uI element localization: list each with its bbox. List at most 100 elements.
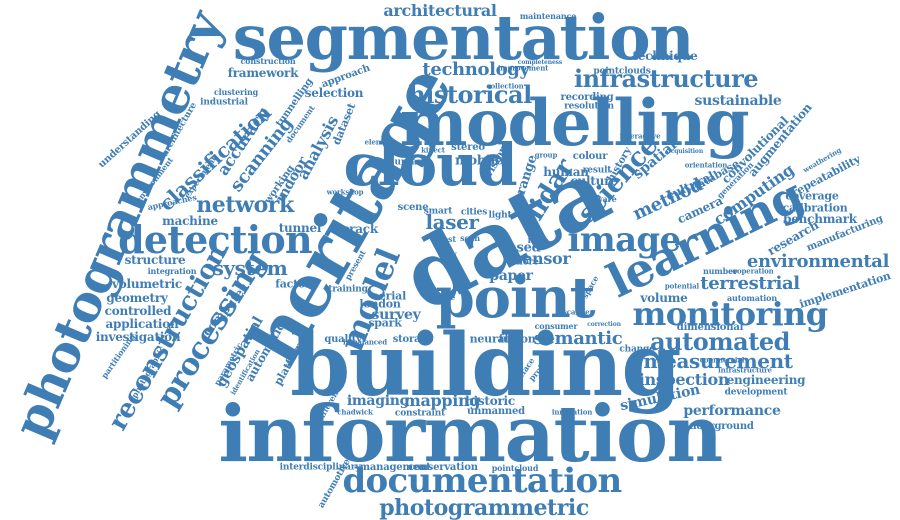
- word: maintenance: [519, 11, 577, 21]
- word: result: [582, 165, 612, 176]
- word: correction: [587, 321, 621, 328]
- word: improvement: [497, 63, 549, 73]
- word: cooperation: [728, 266, 774, 276]
- word: environmental: [746, 251, 890, 272]
- word: coverage: [785, 189, 839, 203]
- word: imbalanced: [343, 337, 387, 347]
- word: order: [388, 148, 416, 159]
- word: image: [567, 220, 682, 260]
- word: management: [359, 462, 431, 473]
- word: neural: [469, 332, 509, 346]
- word: monitoring: [632, 295, 828, 333]
- word: training: [328, 284, 368, 295]
- word: storage: [392, 334, 434, 345]
- word: machine: [162, 214, 218, 228]
- word: sustainable: [694, 93, 782, 109]
- word: workshop: [326, 187, 364, 197]
- word: change: [619, 344, 655, 355]
- word: collection: [486, 81, 524, 91]
- word: mapping: [403, 391, 481, 410]
- word: volume: [640, 291, 688, 305]
- word: potential: [664, 281, 700, 291]
- word: documentation: [342, 461, 622, 501]
- word: urban: [394, 157, 424, 168]
- word: segmentation: [232, 1, 695, 74]
- word: completeness: [517, 59, 563, 66]
- word: issue: [432, 292, 456, 302]
- word: number: [702, 266, 738, 276]
- word: infrastructure: [573, 64, 759, 93]
- word: quality: [324, 334, 362, 345]
- word: laser: [425, 210, 479, 234]
- word: point: [435, 265, 596, 331]
- word: consumer: [534, 321, 578, 331]
- word: semantic: [533, 328, 623, 349]
- word: aerial: [371, 289, 407, 303]
- word: controlled: [104, 304, 172, 318]
- word: resolution: [564, 101, 614, 112]
- word: interactive: [619, 131, 661, 141]
- word: conservation: [408, 462, 478, 473]
- word: network: [196, 192, 294, 218]
- word: system: [212, 256, 288, 280]
- word: inspection: [638, 370, 730, 389]
- word: investigation: [95, 330, 181, 344]
- word: innovation: [551, 407, 593, 417]
- word: light: [488, 210, 512, 221]
- word: kinect: [421, 145, 445, 155]
- word: human: [543, 165, 589, 179]
- word: colour: [572, 151, 608, 162]
- word: acquisition: [666, 148, 704, 155]
- word: development: [724, 387, 788, 398]
- word: stereo: [451, 142, 485, 153]
- word: engineering: [726, 373, 806, 387]
- word: smart: [423, 206, 453, 217]
- word: framework: [227, 66, 299, 80]
- word: benchmark: [783, 212, 857, 226]
- word: scene: [397, 202, 429, 213]
- word: measurement: [643, 349, 793, 373]
- word: view: [437, 249, 457, 259]
- word: paper: [489, 268, 533, 284]
- word: automation: [727, 293, 777, 303]
- word: pointclouds: [593, 66, 651, 77]
- word: commercial: [699, 355, 745, 365]
- word: application: [105, 317, 179, 331]
- word: infrastructure: [718, 365, 772, 375]
- word: based: [499, 240, 541, 256]
- word: more: [513, 257, 539, 268]
- word: cost: [438, 234, 456, 244]
- word: cloud: [343, 131, 518, 199]
- word: integration: [147, 266, 197, 276]
- word: constraint: [394, 408, 446, 419]
- word: information: [218, 389, 723, 480]
- word: performance: [683, 403, 781, 419]
- word: mobile: [454, 153, 504, 169]
- word: dimensional: [676, 322, 744, 333]
- word: selection: [304, 86, 364, 100]
- word: automated: [650, 327, 790, 356]
- word: underground: [682, 421, 754, 432]
- word: software: [579, 194, 617, 204]
- word: scan: [460, 233, 480, 243]
- word: architectural: [383, 1, 497, 20]
- word: technology: [422, 59, 530, 80]
- word: volumetric: [112, 277, 182, 291]
- word: clustering: [213, 87, 259, 97]
- word: pointcloud: [491, 463, 539, 473]
- word: technique: [632, 49, 698, 63]
- word: tunnel: [278, 221, 322, 235]
- word: detection: [118, 217, 313, 262]
- word: imaging: [346, 393, 410, 409]
- word: sensor: [513, 249, 571, 268]
- word: orientation: [684, 160, 728, 170]
- word: crack: [342, 222, 378, 236]
- word: implementation: [797, 269, 893, 311]
- word: interdisciplinary: [279, 462, 361, 473]
- word: building: [290, 315, 681, 416]
- word: geometry: [106, 291, 168, 305]
- word: fusion: [498, 332, 536, 346]
- word: form: [527, 235, 549, 245]
- word: industrial: [200, 97, 248, 108]
